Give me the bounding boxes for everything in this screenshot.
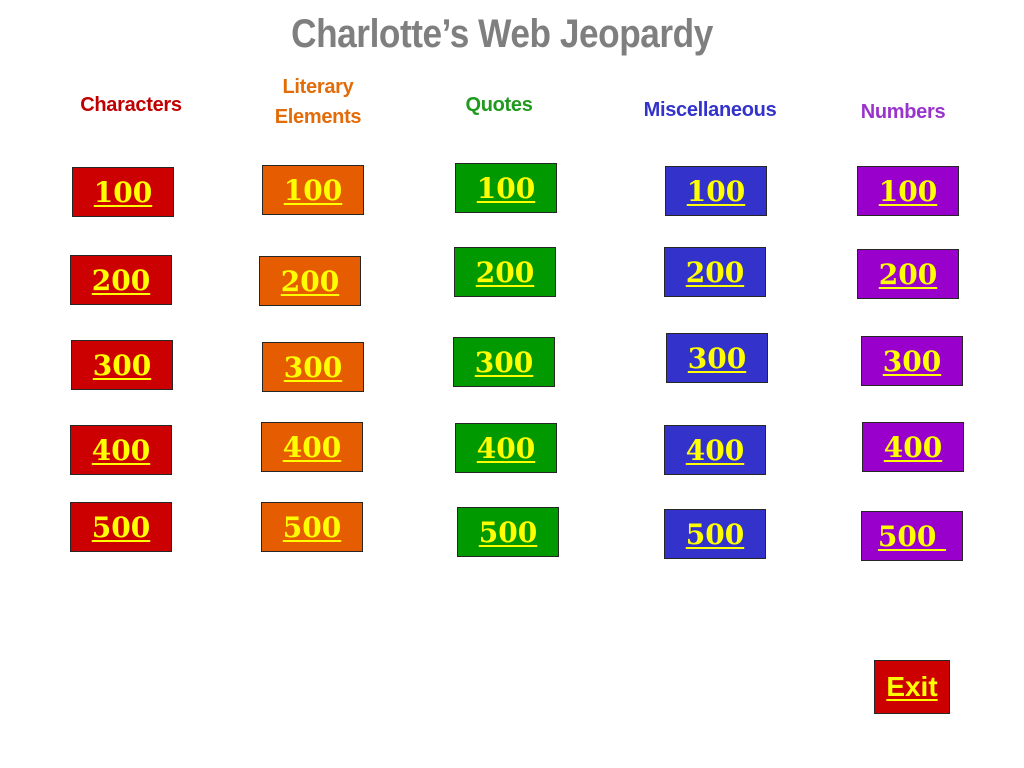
tile-quotes-100[interactable]: 100 — [455, 163, 557, 213]
tile-value: 300 — [882, 344, 942, 378]
tile-literary-100[interactable]: 100 — [262, 165, 364, 215]
tile-value: 300 — [283, 350, 343, 384]
tile-value: 500 — [282, 510, 342, 544]
tile-value: 100 — [93, 175, 153, 209]
tile-literary-200[interactable]: 200 — [259, 256, 361, 306]
tile-value: 300 — [92, 348, 152, 382]
tile-value: 100 — [283, 173, 343, 207]
tile-misc-100[interactable]: 100 — [665, 166, 767, 216]
tile-value: 200 — [685, 255, 745, 289]
tile-numbers-300[interactable]: 300 — [861, 336, 963, 386]
tile-value: 400 — [91, 433, 151, 467]
tile-value: 200 — [91, 263, 151, 297]
tile-misc-300[interactable]: 300 — [666, 333, 768, 383]
tile-value: 500 — [478, 515, 538, 549]
tile-literary-500[interactable]: 500 — [261, 502, 363, 552]
tile-value: 500 — [877, 519, 947, 553]
category-literary-elements-label: Literary Elements — [274, 76, 362, 128]
tile-value: 300 — [474, 345, 534, 379]
exit-label: Exit — [886, 671, 938, 702]
tile-value: 500 — [685, 517, 745, 551]
tile-value: 400 — [883, 430, 943, 464]
tile-value: 200 — [475, 255, 535, 289]
tile-literary-400[interactable]: 400 — [261, 422, 363, 472]
tile-characters-500[interactable]: 500 — [70, 502, 172, 552]
tile-quotes-500[interactable]: 500 — [457, 507, 559, 557]
tile-quotes-200[interactable]: 200 — [454, 247, 556, 297]
tile-value: 100 — [476, 171, 536, 205]
tile-value: 400 — [476, 431, 536, 465]
tile-value: 500 — [91, 510, 151, 544]
category-literary-elements: Literary Elements — [248, 72, 388, 132]
page-title: Charlotte’s Web Jeopardy — [291, 12, 713, 56]
tile-characters-200[interactable]: 200 — [70, 255, 172, 305]
category-miscellaneous: Miscellaneous — [643, 99, 777, 121]
tile-misc-500[interactable]: 500 — [664, 509, 766, 559]
tile-value: 100 — [878, 174, 938, 208]
tile-numbers-100[interactable]: 100 — [857, 166, 959, 216]
tile-characters-400[interactable]: 400 — [70, 425, 172, 475]
tile-numbers-200[interactable]: 200 — [857, 249, 959, 299]
category-characters: Characters — [80, 94, 182, 116]
tile-quotes-300[interactable]: 300 — [453, 337, 555, 387]
tile-quotes-400[interactable]: 400 — [455, 423, 557, 473]
category-quotes: Quotes — [465, 94, 533, 116]
tile-value: 400 — [282, 430, 342, 464]
tile-numbers-400[interactable]: 400 — [862, 422, 964, 472]
category-numbers: Numbers — [860, 101, 946, 123]
tile-characters-300[interactable]: 300 — [71, 340, 173, 390]
tile-numbers-500[interactable]: 500 — [861, 511, 963, 561]
tile-value: 100 — [686, 174, 746, 208]
tile-value: 200 — [878, 257, 938, 291]
tile-literary-300[interactable]: 300 — [262, 342, 364, 392]
tile-characters-100[interactable]: 100 — [72, 167, 174, 217]
tile-misc-400[interactable]: 400 — [664, 425, 766, 475]
exit-button[interactable]: Exit — [874, 660, 950, 714]
tile-value: 300 — [687, 341, 747, 375]
tile-misc-200[interactable]: 200 — [664, 247, 766, 297]
tile-value: 200 — [280, 264, 340, 298]
tile-value: 400 — [685, 433, 745, 467]
